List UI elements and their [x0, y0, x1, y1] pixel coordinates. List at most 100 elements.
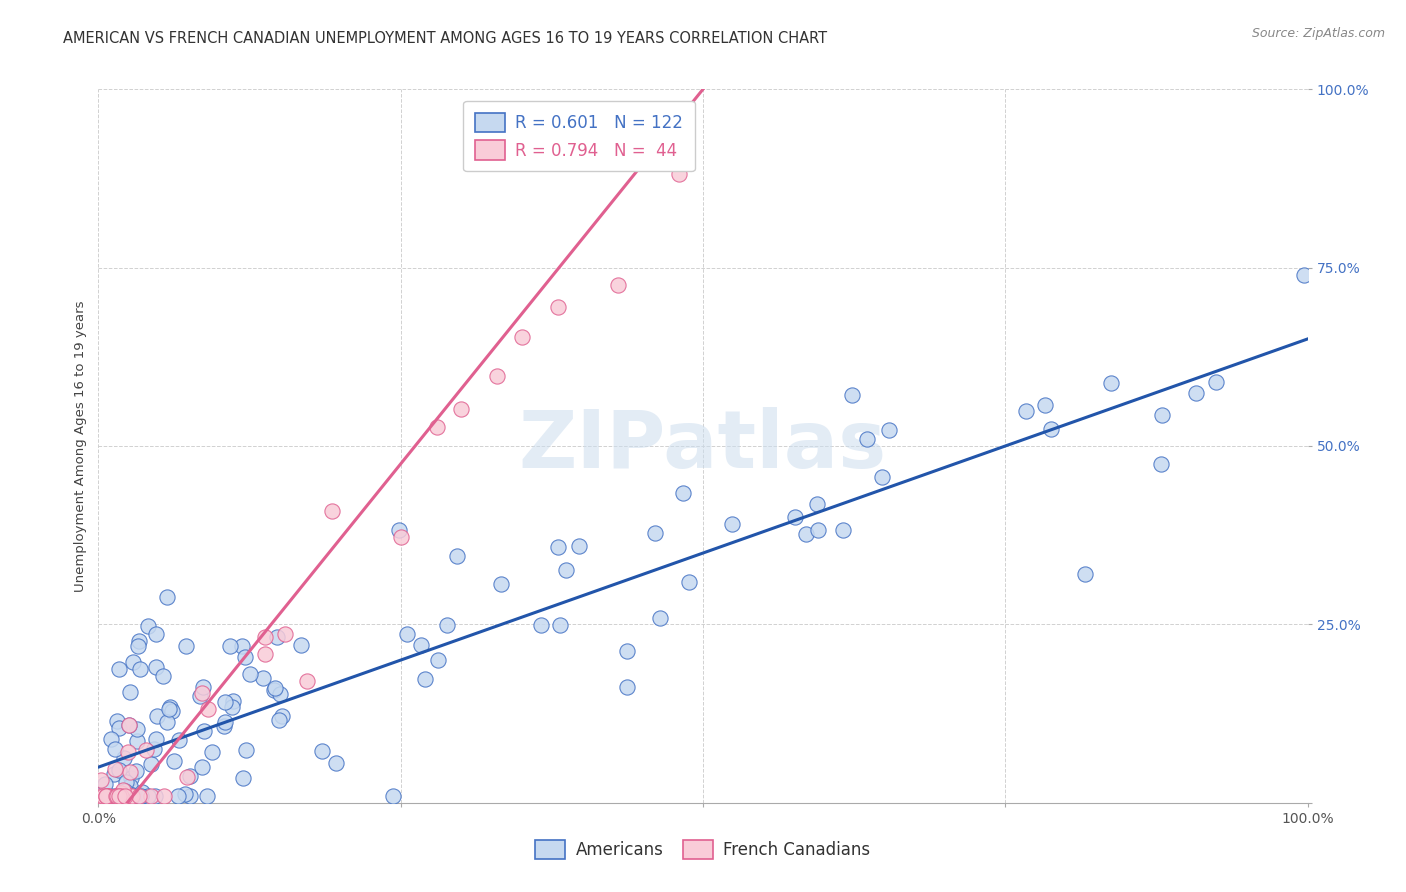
Point — [97, 789, 120, 803]
Point — [325, 756, 347, 771]
Point — [91, 789, 114, 803]
Point — [253, 648, 276, 662]
Point — [1185, 386, 1208, 401]
Point — [120, 771, 142, 785]
Point — [98, 789, 121, 803]
Point — [389, 530, 412, 544]
Point — [169, 733, 191, 747]
Point — [98, 789, 121, 803]
Point — [271, 709, 294, 723]
Point — [114, 789, 136, 803]
Point — [135, 743, 157, 757]
Point — [121, 789, 143, 803]
Y-axis label: Unemployment Among Ages 16 to 19 years: Unemployment Among Ages 16 to 19 years — [75, 301, 87, 591]
Point — [785, 510, 807, 524]
Point — [555, 563, 578, 577]
Point — [321, 504, 343, 518]
Point — [125, 734, 148, 748]
Point — [877, 423, 900, 437]
Point — [143, 789, 166, 803]
Point — [100, 732, 122, 747]
Point — [231, 640, 253, 654]
Point — [112, 782, 135, 797]
Point — [806, 497, 828, 511]
Point — [127, 639, 149, 653]
Point — [114, 783, 136, 797]
Point — [648, 611, 671, 625]
Point — [672, 486, 695, 500]
Point — [794, 526, 817, 541]
Point — [90, 773, 112, 788]
Point — [128, 663, 150, 677]
Point — [263, 683, 285, 698]
Point — [93, 776, 115, 790]
Point — [110, 789, 132, 803]
Point — [94, 789, 117, 803]
Point — [1150, 408, 1173, 422]
Point — [191, 680, 214, 694]
Point — [96, 789, 118, 803]
Point — [1015, 404, 1038, 418]
Point — [489, 576, 512, 591]
Point — [139, 756, 162, 771]
Point — [112, 750, 135, 764]
Point — [266, 630, 288, 644]
Point — [145, 709, 167, 723]
Point — [122, 655, 145, 669]
Point — [104, 789, 127, 803]
Point — [644, 526, 666, 541]
Point — [128, 789, 150, 803]
Point — [104, 742, 127, 756]
Point — [176, 770, 198, 784]
Point — [118, 718, 141, 732]
Point — [118, 787, 141, 801]
Point — [233, 650, 256, 665]
Point — [214, 695, 236, 709]
Point — [295, 673, 318, 688]
Point — [311, 744, 333, 758]
Point — [191, 760, 214, 774]
Point — [872, 470, 894, 484]
Point — [267, 713, 290, 727]
Point — [156, 715, 179, 730]
Point — [141, 789, 163, 803]
Point — [832, 523, 855, 537]
Point — [145, 659, 167, 673]
Point — [409, 638, 432, 652]
Point — [548, 618, 571, 632]
Point — [807, 523, 830, 537]
Point — [436, 618, 458, 632]
Point — [129, 789, 152, 803]
Point — [110, 786, 132, 800]
Text: AMERICAN VS FRENCH CANADIAN UNEMPLOYMENT AMONG AGES 16 TO 19 YEARS CORRELATION C: AMERICAN VS FRENCH CANADIAN UNEMPLOYMENT… — [63, 31, 827, 46]
Point — [720, 516, 742, 531]
Point — [125, 722, 148, 736]
Point — [104, 763, 127, 777]
Point — [120, 684, 142, 698]
Point — [89, 789, 111, 803]
Point — [103, 789, 125, 803]
Point — [96, 789, 118, 803]
Point — [547, 300, 569, 314]
Point — [668, 167, 690, 181]
Text: ZIPatlas: ZIPatlas — [519, 407, 887, 485]
Point — [214, 715, 236, 730]
Point — [274, 626, 297, 640]
Point — [157, 702, 180, 716]
Point — [222, 694, 245, 708]
Point — [413, 672, 436, 686]
Text: Source: ZipAtlas.com: Source: ZipAtlas.com — [1251, 27, 1385, 40]
Point — [269, 687, 291, 701]
Point — [616, 644, 638, 658]
Point — [118, 780, 141, 794]
Point — [201, 745, 224, 759]
Point — [616, 680, 638, 694]
Point — [446, 549, 468, 563]
Point — [1150, 457, 1173, 471]
Point — [382, 789, 405, 803]
Point — [221, 700, 243, 714]
Point — [118, 789, 141, 803]
Point — [179, 769, 201, 783]
Point — [426, 419, 449, 434]
Point — [212, 719, 235, 733]
